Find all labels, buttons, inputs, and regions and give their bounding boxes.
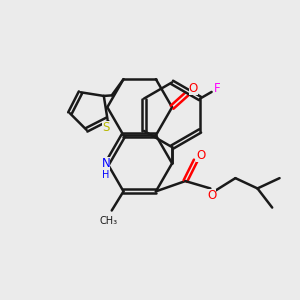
Text: CH₃: CH₃ [100, 216, 118, 226]
Text: N: N [101, 157, 110, 170]
Text: O: O [189, 82, 198, 95]
Text: F: F [214, 82, 220, 95]
Text: H: H [102, 170, 110, 180]
Text: O: O [207, 189, 217, 202]
Text: O: O [196, 149, 206, 162]
Text: S: S [102, 121, 110, 134]
